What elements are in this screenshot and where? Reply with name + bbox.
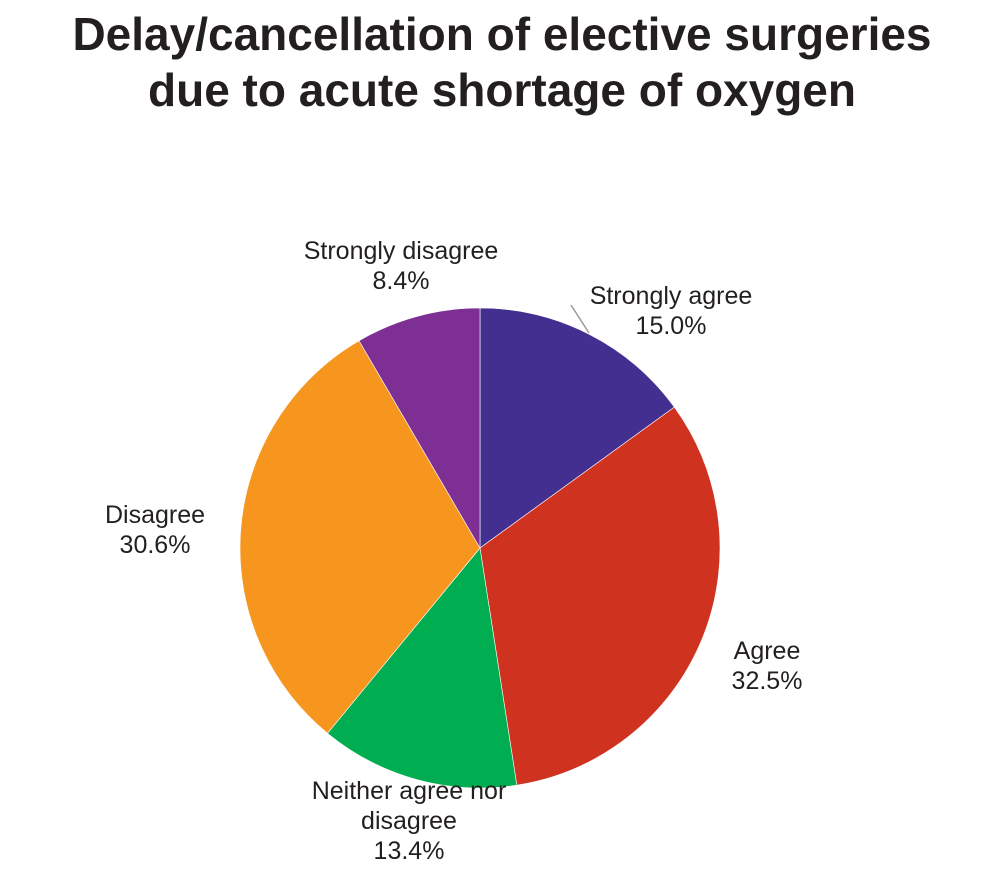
slice-name-label: Strongly disagree: [304, 237, 499, 265]
chart-title-line-1: Delay/cancellation of elective surgeries: [72, 8, 932, 60]
slice-label-neither-agree-nor-disagree: Neither agree nor disagree 13.4%: [312, 777, 507, 865]
slice-label-disagree: Disagree 30.6%: [105, 501, 205, 559]
slice-label-strongly-disagree: Strongly disagree 8.4%: [304, 237, 499, 295]
slice-label-strongly-agree: Strongly agree 15.0%: [590, 282, 753, 340]
leader-line-strongly-agree: [570, 304, 590, 334]
slice-name-label: Agree: [734, 637, 801, 665]
pie-slices: [239, 307, 721, 789]
pie-slice-disagree: [239, 340, 481, 734]
slice-value-label: 30.6%: [120, 531, 191, 559]
pie-slice-agree: [479, 406, 721, 786]
slice-label-agree: Agree 32.5%: [732, 637, 803, 695]
slice-labels: Strongly agree 15.0% Agree 32.5% Neither agr…: [105, 237, 802, 865]
leader-lines: [570, 304, 590, 334]
chart-title: Delay/cancellation of elective surgeries…: [0, 6, 1004, 118]
slice-value-label: 15.0%: [636, 312, 707, 340]
slice-value-label: 13.4%: [374, 837, 445, 865]
slice-name-label: Strongly agree: [590, 282, 753, 310]
slice-name-label: Disagree: [105, 501, 205, 529]
slice-name-label: disagree: [361, 807, 457, 835]
slice-name-label: Neither agree nor: [312, 777, 507, 805]
pie-slice-strongly-disagree: [358, 307, 481, 550]
slice-value-label: 32.5%: [732, 667, 803, 695]
slice-value-label: 8.4%: [373, 267, 430, 295]
pie-slice-neither-agree-nor-disagree: [327, 547, 518, 789]
chart-title-line-2: due to acute shortage of oxygen: [148, 64, 856, 116]
pie-slice-strongly-agree: [479, 307, 675, 549]
